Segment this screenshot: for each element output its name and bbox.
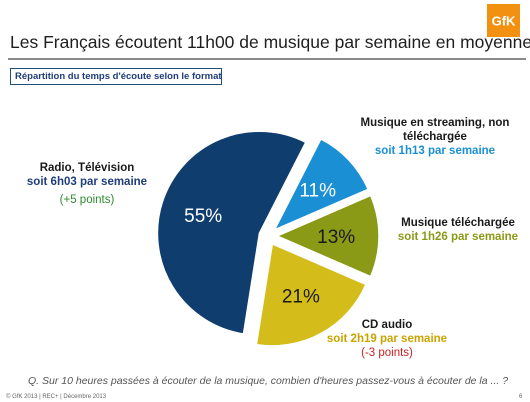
slice-time-streaming: soit 1h13 par semaine [374, 145, 496, 157]
chart-subtitle: Répartition du temps d'écoute selon le f… [10, 68, 222, 85]
gfk-logo: GfK [487, 4, 520, 37]
label-cd-audio: CD audio soit 2h19 par semaine (-3 point… [322, 318, 452, 360]
label-telechargee: Musique téléchargée soit 1h26 par semain… [390, 216, 526, 244]
slice-name-cd: CD audio [361, 319, 413, 331]
slice-change-cd: (-3 points) [361, 347, 413, 359]
pie-slices [156, 130, 380, 347]
header-divider [8, 58, 526, 60]
pie-value-labels: 11% 13% 21% 55% [184, 180, 355, 307]
slice-cd-audio [255, 242, 367, 347]
slice-name-radio: Radio, Télévision [39, 162, 135, 174]
label-streaming: Musique en streaming, non téléchargée so… [360, 116, 510, 158]
slice-streaming [272, 137, 370, 232]
page-title: Les Français écoutent 11h00 de musique p… [10, 32, 530, 52]
slice-radio-television [156, 130, 307, 335]
slice-time-radio: soit 6h03 par semaine [26, 176, 148, 188]
footer-copyright: © GfK 2013 | REC+ | Décembre 2013 [6, 394, 107, 400]
label-radio-television: Radio, Télévision soit 6h03 par semaine … [22, 161, 152, 207]
page-number: 6 [519, 394, 523, 400]
slice-name-telechargee: Musique téléchargée [401, 217, 515, 229]
slice-cd-audio-value-label: 21% [282, 287, 320, 308]
slice-telechargee [275, 194, 380, 278]
slice-time-telechargee: soit 1h26 par semaine [397, 231, 519, 243]
slice-name-streaming: Musique en streaming, non téléchargée [360, 117, 510, 143]
slice-time-cd: soit 2h19 par semaine [326, 333, 448, 345]
slice-radio-television-value-label: 55% [184, 206, 222, 227]
survey-question: Q. Sur 10 heures passées à écouter de la… [28, 375, 509, 387]
slice-streaming-value-label: 11% [299, 180, 336, 201]
slice-telechargee-value-label: 13% [317, 227, 355, 248]
gfk-logo-text: GfK [492, 14, 516, 29]
slice-change-radio: (+5 points) [59, 194, 115, 206]
